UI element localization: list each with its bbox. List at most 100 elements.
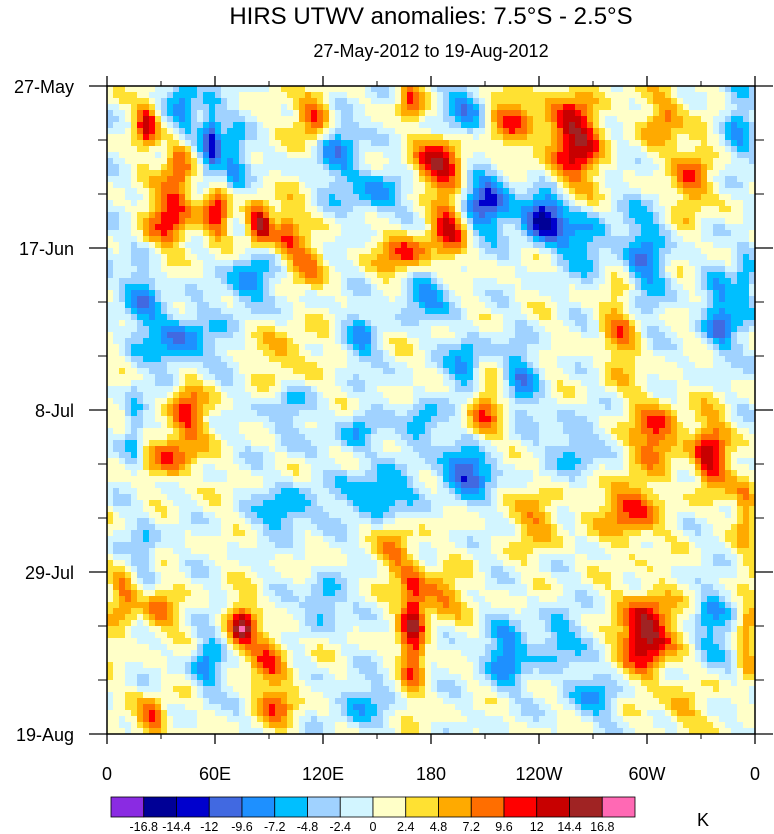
heatmap-cell — [443, 296, 450, 303]
heatmap-cell — [467, 212, 474, 219]
heatmap-cell — [737, 266, 744, 273]
heatmap-cell — [569, 320, 576, 327]
heatmap-cell — [719, 218, 726, 225]
heatmap-cell — [749, 326, 755, 333]
heatmap-cell — [365, 110, 372, 117]
heatmap-cell — [179, 290, 186, 297]
heatmap-cell — [131, 140, 138, 147]
heatmap-cell — [587, 98, 594, 105]
heatmap-cell — [191, 206, 198, 213]
heatmap-cell — [617, 242, 624, 249]
heatmap-cell — [323, 86, 330, 93]
heatmap-cell — [299, 320, 306, 327]
heatmap-cell — [311, 212, 318, 219]
heatmap-cell — [419, 236, 426, 243]
heatmap-cell — [737, 182, 744, 189]
heatmap-cell — [713, 182, 720, 189]
heatmap-cell — [365, 302, 372, 309]
heatmap-cell — [467, 344, 474, 351]
heatmap-cell — [581, 326, 588, 333]
heatmap-cell — [743, 356, 750, 363]
heatmap-cell — [149, 302, 156, 309]
heatmap-cell — [383, 350, 390, 357]
heatmap-cell — [365, 188, 372, 195]
heatmap-cell — [509, 284, 516, 291]
heatmap-cell — [329, 206, 336, 213]
heatmap-cell — [617, 212, 624, 219]
heatmap-cell — [311, 260, 318, 267]
heatmap-cell — [359, 176, 366, 183]
heatmap-cell — [425, 278, 432, 285]
heatmap-cell — [599, 104, 606, 111]
heatmap-cell — [737, 146, 744, 153]
heatmap-cell — [749, 146, 755, 153]
heatmap-cell — [497, 332, 504, 339]
heatmap-cell — [269, 314, 276, 321]
heatmap-cell — [665, 152, 672, 159]
heatmap-cell — [527, 182, 534, 189]
heatmap-cell — [359, 320, 366, 327]
heatmap-cell — [317, 326, 324, 333]
heatmap-cell — [155, 284, 162, 291]
heatmap-cell — [401, 350, 408, 357]
heatmap-cell — [533, 122, 540, 129]
heatmap-cell — [197, 176, 204, 183]
heatmap-cell — [161, 362, 168, 369]
heatmap-cell — [191, 200, 198, 207]
heatmap-cell — [749, 254, 755, 261]
heatmap-cell — [563, 296, 570, 303]
heatmap-cell — [413, 164, 420, 171]
heatmap-cell — [707, 290, 714, 297]
heatmap-cell — [473, 164, 480, 171]
heatmap-cell — [431, 230, 438, 237]
heatmap-cell — [353, 314, 360, 321]
heatmap-cell — [725, 320, 732, 327]
heatmap-cell — [305, 158, 312, 165]
heatmap-cell — [185, 272, 192, 279]
heatmap-cell — [491, 326, 498, 333]
heatmap-cell — [203, 254, 210, 261]
heatmap-cell — [143, 200, 150, 207]
heatmap-cell — [299, 98, 306, 105]
heatmap-cell — [233, 128, 240, 135]
heatmap-cell — [509, 308, 516, 315]
heatmap-cell — [497, 116, 504, 123]
heatmap-cell — [227, 128, 234, 135]
heatmap-cell — [743, 350, 750, 357]
heatmap-cell — [641, 326, 648, 333]
heatmap-cell — [155, 326, 162, 333]
heatmap-cell — [443, 320, 450, 327]
heatmap-cell — [569, 278, 576, 285]
heatmap-cell — [293, 344, 300, 351]
heatmap-cell — [611, 302, 618, 309]
heatmap-cell — [659, 302, 666, 309]
heatmap-cell — [335, 278, 342, 285]
heatmap-cell — [695, 104, 702, 111]
heatmap-cell — [467, 92, 474, 99]
heatmap-cell — [203, 332, 210, 339]
heatmap-cell — [485, 146, 492, 153]
heatmap-cell — [209, 206, 216, 213]
heatmap-cell — [227, 110, 234, 117]
heatmap-cell — [749, 182, 755, 189]
heatmap-cell — [449, 356, 456, 363]
heatmap-cell — [191, 140, 198, 147]
heatmap-cell — [245, 206, 252, 213]
heatmap-cell — [281, 296, 288, 303]
heatmap-cell — [713, 158, 720, 165]
heatmap-cell — [671, 350, 678, 357]
heatmap-cell — [173, 116, 180, 123]
heatmap-cell — [575, 242, 582, 249]
heatmap-cell — [455, 266, 462, 273]
heatmap-cell — [137, 194, 144, 201]
heatmap-cell — [443, 104, 450, 111]
heatmap-cell — [197, 212, 204, 219]
heatmap-cell — [239, 320, 246, 327]
heatmap-cell — [107, 326, 114, 333]
heatmap-cell — [221, 266, 228, 273]
heatmap-cell — [329, 134, 336, 141]
heatmap-cell — [125, 200, 132, 207]
heatmap-cell — [263, 272, 270, 279]
heatmap-cell — [281, 140, 288, 147]
heatmap-cell — [377, 230, 384, 237]
